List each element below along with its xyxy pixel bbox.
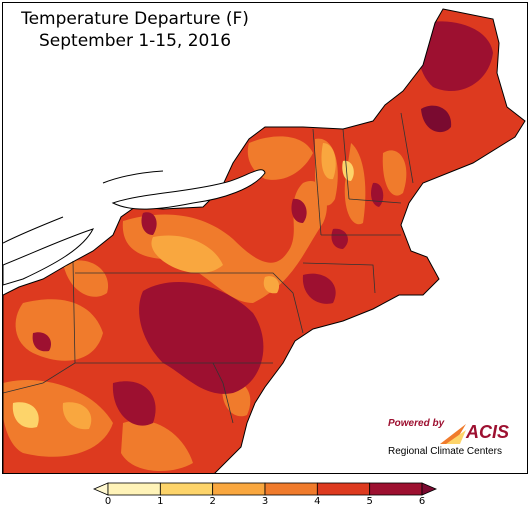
title-line-1: Temperature Departure (F) [21,9,249,29]
region-light-orange [321,143,336,180]
region-dark-red [291,198,307,223]
map-frame [2,2,528,474]
region-light-orange [342,160,354,181]
region-dark-red [112,381,156,426]
region-dark-red [139,282,264,394]
land-base [3,9,525,473]
legend-tick-label: 5 [366,496,373,507]
region-orange [63,260,109,297]
region-dark-red [302,273,336,304]
legend-bin [159,482,214,496]
state-borders [3,112,414,424]
legend-bin [369,482,423,496]
legend-over-arrow [421,482,438,496]
region-light-orange [263,276,280,294]
region-orange [382,150,407,196]
regional-climate-centers-text: Regional Climate Centers [388,446,502,457]
region-light-orange [12,402,39,428]
region-light-orange [151,235,223,274]
legend-tick-label: 4 [314,496,321,507]
region-dark-red [417,21,493,92]
title-line-2: September 1-15, 2016 [38,31,232,51]
region-orange [121,420,193,472]
powered-by-text: Powered by [388,418,445,429]
region-orange [247,136,313,180]
region-dark-red [141,212,157,235]
land-outline [3,8,526,473]
legend-tick-label: 0 [104,496,112,507]
lake-ontario [111,169,266,210]
legend-colorbar [92,482,438,496]
legend-tick-label: 6 [418,496,426,507]
region-orange [122,181,327,303]
acis-brand-text: ACIS [465,422,509,442]
region-dark-red [421,105,452,133]
legend-tick-label: 1 [157,496,164,507]
legend-under-arrow [92,482,109,496]
region-dark-red [331,228,348,249]
legend-bin [316,482,371,496]
acis-logo-graphic: Powered by ACIS Regional Climate Centers [388,418,509,457]
region-dark-red [32,332,52,352]
map-title: Temperature Departure (F) September 1-15… [0,8,270,52]
canada-lakes-outline [3,170,164,244]
departure-map [3,8,526,473]
legend: 0 1 2 3 4 5 6 [92,481,438,509]
lake-erie [3,228,94,286]
region-light-orange [62,402,92,430]
legend-bin [107,482,161,496]
region-orange [3,380,113,457]
acis-logo: Powered by ACIS Regional Climate Centers [384,414,514,458]
legend-tick-label: 3 [261,496,269,507]
legend-tick-label: 2 [209,496,216,507]
legend-bin [264,482,318,496]
legend-bin [212,482,266,496]
